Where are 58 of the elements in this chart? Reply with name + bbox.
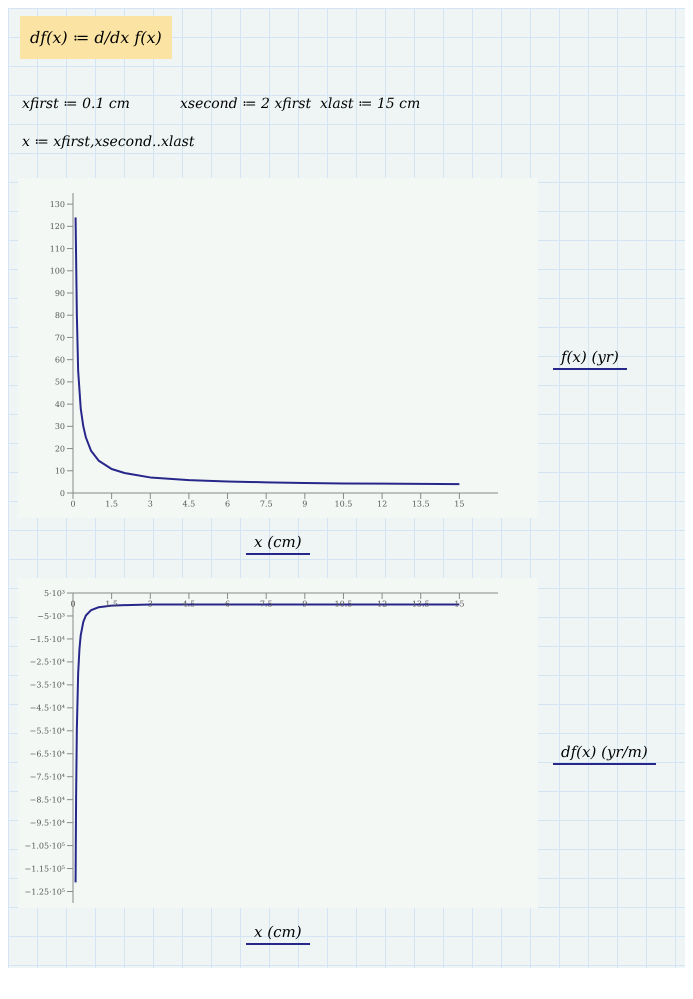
y-tick-label: 100: [50, 266, 65, 276]
x-tick-label: 9: [302, 600, 308, 609]
x-tick-label: 13.5: [412, 500, 430, 509]
x-tick-label: 15: [454, 600, 464, 609]
y-tick-label: −3.5·10⁴: [30, 680, 65, 690]
y-tick-label: −1.5·10⁴: [30, 634, 65, 644]
x-tick-label: 7.5: [260, 500, 273, 509]
text: xfirst ≔ 0.1 cm: [22, 96, 130, 112]
x-tick-label: 0: [70, 500, 76, 509]
x-tick-label: 12: [376, 600, 388, 609]
text: df(x) ≔ d/dx f(x): [20, 16, 172, 59]
x-tick-label: 12: [376, 500, 388, 509]
y-tick-label: 50: [54, 378, 65, 387]
y-tick-label: 30: [54, 422, 65, 432]
x-tick-label: 10.5: [334, 500, 352, 509]
y-tick-label: 20: [54, 444, 65, 454]
y-tick-label: −4.5·10⁴: [30, 704, 65, 713]
x-tick-label: 4.5: [182, 600, 196, 609]
y-tick-label: −9.5·10⁴: [30, 818, 65, 828]
y-tick-label: −2.5·10⁴: [30, 658, 65, 667]
y-tick-label: 40: [54, 400, 65, 409]
x-axis-title: x (cm): [246, 533, 310, 555]
x-tick-label: 13.5: [412, 600, 430, 609]
x-tick-label: 3: [148, 500, 153, 509]
y-tick-label: 130: [50, 200, 65, 209]
y-tick-label: 0: [60, 488, 65, 498]
line-series: [74, 216, 460, 486]
y-tick-label: 90: [54, 288, 65, 298]
x-tick-label: 6: [225, 500, 230, 509]
y-tick-label: 70: [54, 333, 65, 342]
y-tick-label: 120: [50, 222, 65, 232]
x-tick-label: 3: [148, 600, 153, 609]
x-tick-label: 9: [302, 500, 308, 509]
y-tick-label: −7.5·10⁴: [30, 772, 65, 782]
y-tick-label: 10: [54, 466, 65, 476]
text: xsecond ≔ 2 xfirst: [180, 96, 312, 112]
y-tick-label: −8.5·10⁴: [30, 796, 65, 805]
y-axis-title: f(x) (yr): [553, 348, 627, 370]
y-tick-label: −5·10³: [37, 612, 65, 621]
x-tick-label: 7.5: [260, 600, 273, 609]
y-tick-label: 5·10³: [44, 588, 65, 598]
x-tick-label: 4.5: [182, 500, 196, 509]
y-tick-label: 80: [54, 311, 65, 320]
text: x ≔ xfirst,xsecond..xlast: [22, 134, 194, 150]
y-tick-label: −1.05·10⁵: [24, 841, 65, 850]
x-tick-label: 1.5: [105, 500, 118, 509]
y-tick-label: 110: [50, 244, 65, 254]
y-tick-label: −1.25·10⁵: [24, 887, 65, 896]
text: xlast ≔ 15 cm: [320, 96, 420, 112]
y-axis-title: df(x) (yr/m): [553, 743, 656, 765]
x-tick-label: 15: [454, 500, 464, 509]
x-axis-title: x (cm): [246, 923, 310, 945]
y-tick-label: 60: [54, 356, 65, 365]
y-tick-label: −1.15·10⁵: [24, 864, 65, 874]
x-tick-label: 6: [225, 600, 230, 609]
y-tick-label: −6.5·10⁴: [30, 750, 65, 759]
x-tick-label: 10.5: [334, 600, 352, 609]
y-tick-label: −5.5·10⁴: [30, 726, 65, 736]
